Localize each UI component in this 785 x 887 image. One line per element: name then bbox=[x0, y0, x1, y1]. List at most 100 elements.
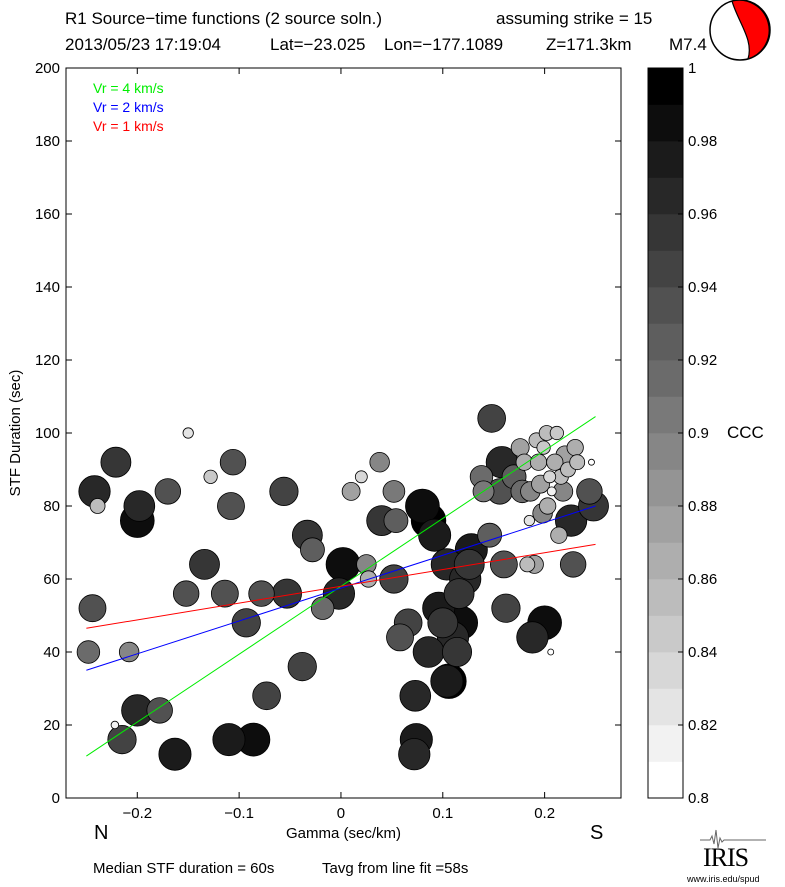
colorbar-tick-label: 1 bbox=[688, 60, 696, 77]
data-point bbox=[489, 550, 518, 579]
x-tick-label: 0.1 bbox=[432, 805, 453, 822]
x-tick-label: −0.1 bbox=[224, 805, 254, 822]
colorbar-segment bbox=[648, 68, 683, 105]
data-point bbox=[369, 452, 390, 473]
colorbar-label: CCC bbox=[727, 423, 764, 442]
south-label: S bbox=[590, 822, 604, 844]
colorbar-segment bbox=[648, 396, 683, 434]
colorbar-segment bbox=[648, 433, 683, 470]
fit-line-2kms bbox=[86, 505, 596, 671]
colorbar-segment bbox=[648, 323, 683, 361]
plot-area: 0 20 40 60 80 100 120 140 160 180 200 −0.2 −0.1 0 0.1 0… bbox=[7, 60, 622, 842]
iris-url-text: www.iris.edu/spud bbox=[687, 874, 760, 884]
plot-frame bbox=[65, 67, 622, 799]
beachball-compressional-quadrant bbox=[731, 0, 770, 60]
data-point bbox=[203, 469, 218, 484]
title-strike: assuming strike = 15 bbox=[496, 9, 653, 28]
data-point bbox=[212, 723, 246, 757]
data-point bbox=[118, 641, 140, 663]
iris-logo bbox=[700, 829, 766, 849]
title-magnitude: M7.4 bbox=[669, 35, 707, 54]
plot-content bbox=[76, 404, 609, 771]
colorbar-segment bbox=[648, 469, 683, 507]
data-point bbox=[231, 608, 261, 638]
data-point bbox=[182, 427, 194, 439]
data-point bbox=[354, 470, 368, 484]
y-tick-label: 100 bbox=[35, 425, 60, 442]
x-axis-label: Gamma (sec/km) bbox=[286, 825, 401, 842]
colorbar-segment bbox=[648, 725, 683, 762]
data-point bbox=[427, 607, 459, 639]
data-point bbox=[248, 580, 275, 607]
colorbar-segment bbox=[648, 652, 683, 689]
data-point bbox=[539, 497, 557, 515]
data-point bbox=[442, 637, 473, 668]
colorbar-segment bbox=[648, 104, 683, 142]
data-point bbox=[89, 498, 106, 514]
data-point bbox=[443, 578, 475, 609]
data-point bbox=[543, 470, 557, 484]
data-point bbox=[523, 514, 535, 527]
y-tick-label: 20 bbox=[43, 717, 60, 734]
data-point bbox=[549, 425, 564, 441]
y-tick-label: 200 bbox=[35, 60, 60, 77]
colorbar-segment bbox=[648, 615, 683, 653]
title-date: 2013/05/23 17:19:04 bbox=[65, 35, 221, 54]
data-point bbox=[430, 664, 464, 698]
colorbar-tick-label: 0.96 bbox=[688, 206, 717, 223]
colorbar-tick-label: 0.88 bbox=[688, 498, 717, 515]
data-point bbox=[158, 737, 192, 771]
x-tick-label: 0.2 bbox=[534, 805, 555, 822]
y-tick-label: 60 bbox=[43, 571, 60, 588]
data-point bbox=[100, 446, 132, 478]
data-point bbox=[516, 621, 549, 654]
data-point bbox=[399, 679, 432, 712]
data-point bbox=[477, 404, 506, 433]
colorbar-segment bbox=[648, 141, 683, 178]
title-depth: Z=171.3km bbox=[546, 35, 632, 54]
colorbar-segment bbox=[648, 250, 683, 288]
y-tick-label: 120 bbox=[35, 352, 60, 369]
colorbar: 0.8 0.82 0.84 0.86 0.88 0.9 0.92 0.94 0.96 0.98 1 C… bbox=[647, 60, 764, 807]
data-point bbox=[219, 449, 247, 476]
colorbar-segment bbox=[648, 177, 683, 215]
data-point bbox=[189, 549, 220, 580]
y-tick-label: 160 bbox=[35, 206, 60, 223]
data-point bbox=[300, 537, 325, 563]
colorbar-segment bbox=[648, 688, 683, 726]
data-point bbox=[110, 720, 120, 730]
colorbar-tick-label: 0.8 bbox=[688, 790, 709, 807]
data-point bbox=[569, 454, 586, 471]
data-point bbox=[383, 508, 409, 533]
colorbar-segment bbox=[648, 542, 683, 580]
data-point bbox=[210, 579, 239, 608]
x-tick-label: −0.2 bbox=[122, 805, 152, 822]
data-point bbox=[379, 564, 409, 594]
data-point bbox=[477, 522, 503, 548]
data-point bbox=[252, 681, 281, 711]
colorbar-tick-label: 0.92 bbox=[688, 352, 717, 369]
tavg-text: Tavg from line fit =58s bbox=[322, 860, 469, 877]
data-point bbox=[491, 593, 521, 623]
y-tick-label: 80 bbox=[43, 498, 60, 515]
median-duration-text: Median STF duration = 60s bbox=[93, 860, 275, 877]
colorbar-tick-label: 0.86 bbox=[688, 571, 717, 588]
x-tick-label: 0 bbox=[337, 805, 345, 822]
colorbar-segment bbox=[648, 214, 683, 251]
data-point bbox=[172, 580, 200, 607]
colorbar-segment bbox=[648, 360, 683, 397]
data-point bbox=[588, 458, 595, 466]
data-point bbox=[154, 478, 182, 505]
data-point bbox=[382, 480, 406, 503]
data-points bbox=[76, 404, 609, 771]
data-point bbox=[146, 697, 173, 724]
legend-entry: Vr = 1 km/s bbox=[93, 118, 164, 134]
colorbar-tick-label: 0.94 bbox=[688, 279, 717, 296]
data-point bbox=[287, 651, 317, 682]
data-point bbox=[550, 526, 568, 544]
data-point bbox=[269, 476, 299, 506]
colorbar-tick-label: 0.84 bbox=[688, 644, 717, 661]
data-point bbox=[559, 551, 587, 578]
colorbar-tick-label: 0.98 bbox=[688, 133, 717, 150]
